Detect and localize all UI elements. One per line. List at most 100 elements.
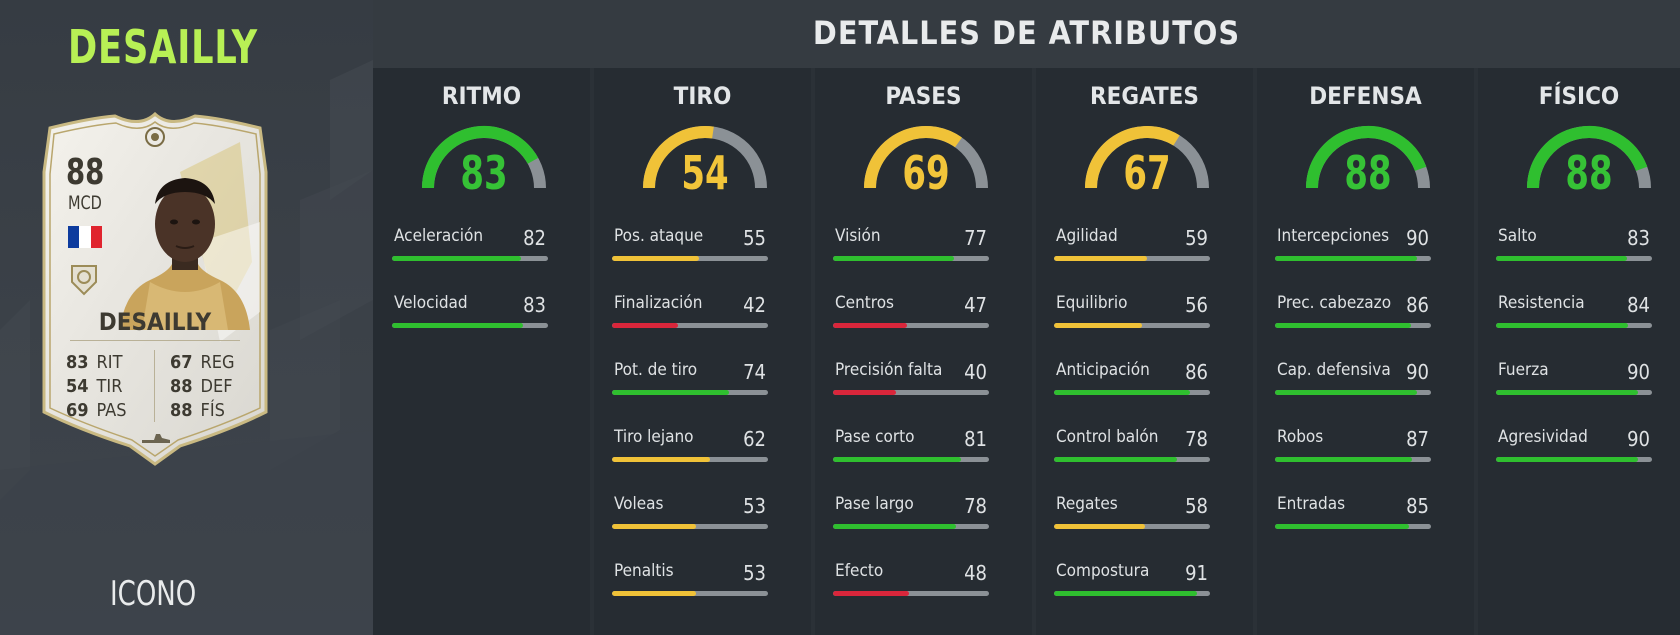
card-version-label: ICONO (110, 574, 197, 614)
attribute-bar (833, 591, 989, 596)
attribute-value: 83 (1627, 226, 1650, 250)
attribute-bar (392, 323, 548, 328)
attribute-value: 90 (1627, 427, 1650, 451)
attribute-bar (1275, 524, 1431, 529)
attribute-bar (1496, 323, 1652, 328)
attribute-bar (1275, 457, 1431, 462)
attribute-value: 90 (1406, 360, 1429, 384)
attribute-name: Resistencia (1498, 293, 1585, 313)
card-stat-tir: 54 TIR (66, 376, 123, 397)
attribute-row: Velocidad 83 (392, 293, 548, 333)
category-gauge: 83 (419, 124, 549, 204)
attribute-bar (1054, 591, 1210, 596)
attribute-bar-fill (392, 256, 522, 261)
attribute-value: 83 (523, 293, 546, 317)
category-gauge: 88 (1524, 124, 1654, 204)
attribute-name: Velocidad (394, 293, 468, 313)
attribute-bar (612, 591, 768, 596)
background-pattern (0, 60, 373, 635)
attribute-row: Compostura 91 (1054, 561, 1210, 601)
attribute-bar (1054, 390, 1210, 395)
attribute-row: Pot. de tiro 74 (612, 360, 768, 400)
category-title: FÍSICO (1538, 82, 1620, 110)
player-photo (120, 178, 250, 330)
attribute-name: Cap. defensiva (1277, 360, 1391, 380)
gauge-value: 88 (1565, 146, 1613, 200)
attribute-bar-fill (833, 591, 909, 596)
attribute-row: Centros 47 (833, 293, 989, 333)
attribute-bar-fill (1054, 390, 1190, 395)
attribute-bar (1275, 323, 1431, 328)
attribute-row: Prec. cabezazo 86 (1275, 293, 1431, 333)
attribute-name: Pos. ataque (614, 226, 704, 246)
attribute-bar-fill (1054, 524, 1146, 529)
attribute-row: Intercepciones 90 (1275, 226, 1431, 266)
attribute-category-1: TIRO 54 Pos. ataque 55 Finalización 42 Pot. de… (594, 68, 811, 635)
attribute-bar-fill (1054, 457, 1177, 462)
attribute-value: 87 (1406, 427, 1429, 451)
attribute-name: Equilibrio (1056, 293, 1128, 313)
attribute-row: Regates 58 (1054, 494, 1210, 534)
attribute-bar (833, 256, 989, 261)
attribute-row: Equilibrio 56 (1054, 293, 1210, 333)
attributes-header: DETALLES DE ATRIBUTOS (373, 0, 1680, 68)
gauge-value: 67 (1123, 146, 1171, 200)
attribute-name: Prec. cabezazo (1277, 293, 1392, 313)
attribute-name: Efecto (835, 561, 884, 581)
attribute-value: 78 (1185, 427, 1208, 451)
attribute-name: Pot. de tiro (614, 360, 698, 380)
attribute-name: Robos (1277, 427, 1324, 447)
attribute-bar (392, 256, 548, 261)
attribute-name: Finalización (614, 293, 703, 313)
attribute-value: 85 (1406, 494, 1429, 518)
attribute-bar (1054, 524, 1210, 529)
attribute-value: 91 (1185, 561, 1208, 585)
attribute-value: 58 (1185, 494, 1208, 518)
attribute-value: 86 (1185, 360, 1208, 384)
attribute-value: 47 (964, 293, 987, 317)
attribute-bar-fill (833, 256, 955, 261)
attribute-bar-fill (612, 524, 696, 529)
attribute-value: 82 (523, 226, 546, 250)
france-flag-icon (68, 226, 102, 248)
category-title: TIRO (673, 82, 732, 110)
attribute-bar (612, 457, 768, 462)
card-player-name: DESAILLY (98, 308, 212, 336)
attribute-bar (1496, 256, 1652, 261)
attribute-name: Entradas (1277, 494, 1346, 514)
attribute-bar (1496, 457, 1652, 462)
attribute-bar (833, 457, 989, 462)
attribute-bar-fill (392, 323, 523, 328)
category-title: PASES (885, 82, 962, 110)
attribute-bar-fill (612, 457, 710, 462)
attribute-bar (612, 323, 768, 328)
card-position: MCD (68, 192, 102, 214)
attribute-name: Regates (1056, 494, 1118, 514)
attribute-row: Precisión falta 40 (833, 360, 989, 400)
attribute-bar-fill (1275, 256, 1417, 261)
attribute-row: Fuerza 90 (1496, 360, 1652, 400)
attribute-category-3: REGATES 67 Agilidad 59 Equilibrio 56 Anticipac… (1036, 68, 1253, 635)
attribute-name: Intercepciones (1277, 226, 1390, 246)
attribute-row: Agilidad 59 (1054, 226, 1210, 266)
card-stat-rit: 83 RIT (66, 352, 123, 373)
attribute-value: 59 (1185, 226, 1208, 250)
player-panel: DESAILLY 88 MCD (0, 0, 373, 635)
player-name: DESAILLY (68, 20, 258, 74)
attribute-row: Salto 83 (1496, 226, 1652, 266)
gauge-value: 54 (681, 146, 729, 200)
attribute-value: 53 (743, 494, 766, 518)
card-divider (70, 340, 240, 341)
gauge-value: 69 (902, 146, 950, 200)
player-card[interactable]: 88 MCD DESAILLY 83 RIT 54 TIR (30, 112, 280, 475)
attribute-bar-fill (1054, 256, 1147, 261)
attribute-value: 74 (743, 360, 766, 384)
attribute-bar-fill (1054, 323, 1143, 328)
attribute-name: Salto (1498, 226, 1537, 246)
attribute-value: 42 (743, 293, 766, 317)
attribute-bar (612, 256, 768, 261)
attribute-row: Pos. ataque 55 (612, 226, 768, 266)
attribute-bar-fill (1275, 390, 1417, 395)
gauge-fill (1527, 126, 1648, 189)
attribute-bar-fill (1275, 323, 1411, 328)
